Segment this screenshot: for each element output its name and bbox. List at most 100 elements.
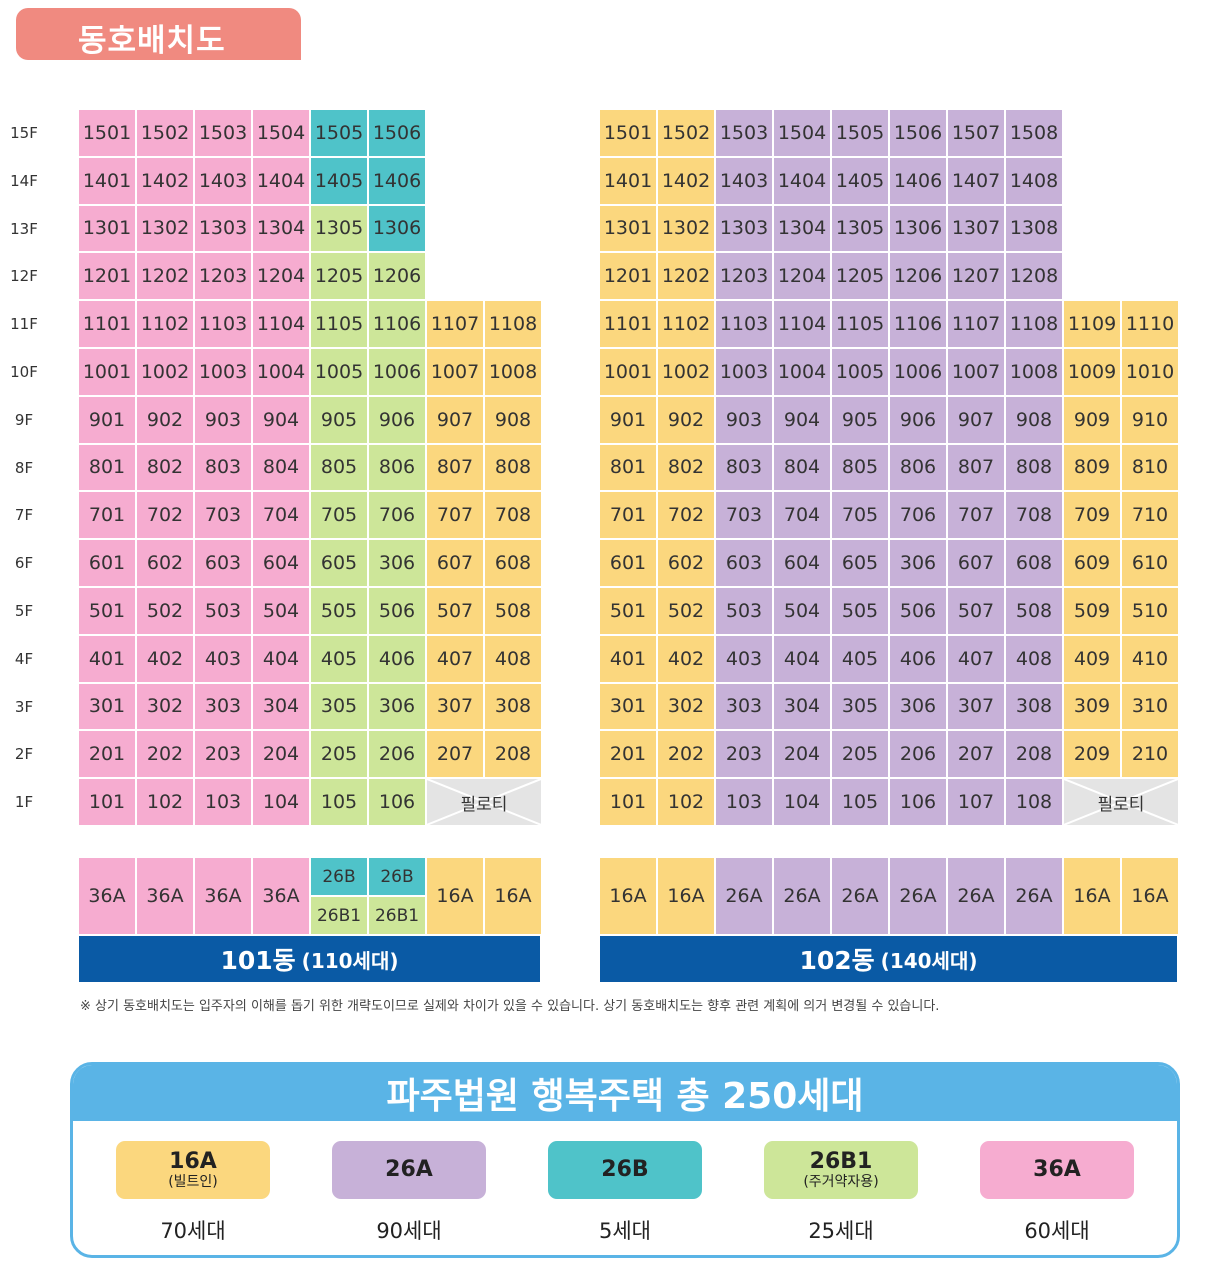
unit-cell: 708 [1006,492,1064,541]
unit-cell: 907 [948,396,1006,445]
unit-cell: 306 [890,683,948,732]
unit-cell: 703 [195,492,253,541]
footer-type-cell: 16A [1122,858,1180,936]
floor-label: 13F [10,219,38,238]
unit-cell: 1306 [369,205,427,254]
unit-cell: 501 [79,588,137,636]
legend-count: 25세대 [808,1219,874,1243]
unit-cell: 1007 [948,349,1006,397]
footer-type-cell: 26B1 [311,897,369,936]
unit-cell: 508 [485,588,543,636]
unit-cell: 802 [137,444,195,493]
unit-cell: 206 [890,731,948,780]
unit-cell: 608 [1006,540,1064,588]
unit-cell: 308 [1006,683,1064,732]
unit-cell: 304 [774,683,832,732]
unit-cell: 1502 [658,110,716,158]
unit-cell: 106 [890,779,948,827]
unit-cell: 801 [600,444,658,493]
unit-cell: 1204 [774,253,832,302]
unit-cell: 1206 [369,253,427,302]
unit-cell: 808 [485,444,543,493]
unit-cell: 1404 [253,157,311,206]
legend-count: 90세대 [376,1219,442,1243]
unit-cell: 404 [774,635,832,684]
unit-cell: 1307 [948,205,1006,254]
unit-cell: 1402 [658,157,716,206]
unit-cell: 1402 [137,157,195,206]
unit-cell: 301 [600,683,658,732]
unit-cell: 1102 [137,301,195,349]
unit-cell: 301 [79,683,137,732]
floor-label: 6F [14,554,34,573]
unit-cell: 704 [774,492,832,541]
footer-type-cell: 16A [658,858,716,936]
unit-cell: 204 [253,731,311,780]
unit-cell: 1205 [311,253,369,302]
unit-cell: 102 [658,779,716,827]
unit-cell: 1108 [485,301,543,349]
unit-cell: 705 [311,492,369,541]
unit-cell: 601 [79,540,137,588]
legend-subtitle: (빌트인) [168,1173,218,1190]
unit-cell: 308 [485,683,543,732]
unit-cell: 1206 [890,253,948,302]
unit-cell: 807 [948,444,1006,493]
unit-cell: 1204 [253,253,311,302]
legend-chip-26b1: 26B1 (주거약자용) [764,1141,918,1199]
unit-cell: 1101 [600,301,658,349]
unit-cell: 804 [774,444,832,493]
unit-cell: 708 [485,492,543,541]
legend-code: 26A [385,1157,433,1182]
unit-cell: 105 [832,779,890,827]
unit-cell: 205 [311,731,369,780]
unit-cell: 903 [716,396,774,445]
footer-type-cell: 26A [716,858,774,936]
unit-cell: 201 [600,731,658,780]
unit-cell: 401 [79,635,137,684]
unit-cell: 1407 [948,157,1006,206]
unit-cell: 207 [948,731,1006,780]
unit-cell: 1203 [195,253,253,302]
unit-cell: 1006 [369,349,427,397]
unit-cell: 306 [890,540,948,588]
unit-cell: 1405 [311,157,369,206]
unit-cell: 1505 [311,110,369,158]
unit-cell: 202 [137,731,195,780]
unit-cell: 709 [1064,492,1122,541]
unit-cell: 805 [832,444,890,493]
footer-type-cell: 26A [774,858,832,936]
footer-type-cell: 26A [832,858,890,936]
unit-cell: 905 [311,396,369,445]
summary-title: 파주법원 행복주택 총 250세대 [73,1065,1177,1121]
unit-cell: 407 [948,635,1006,684]
unit-cell: 304 [253,683,311,732]
unit-cell: 406 [369,635,427,684]
unit-cell: 504 [253,588,311,636]
piloti-label: 필로티 [460,794,508,815]
unit-cell: 210 [1122,731,1180,780]
unit-cell: 502 [137,588,195,636]
unit-cell: 408 [1006,635,1064,684]
unit-cell: 405 [832,635,890,684]
unit-cell: 1107 [427,301,485,349]
unit-cell: 1002 [658,349,716,397]
unit-cell: 1506 [369,110,427,158]
footer-type-cell: 26A [890,858,948,936]
piloti-cell: 필로티 [1064,779,1178,825]
unit-cell: 1106 [890,301,948,349]
unit-cell: 101 [79,779,137,827]
building-102-name: 102동 [799,946,875,975]
unit-cell: 706 [369,492,427,541]
unit-cell: 901 [600,396,658,445]
building-101-name: 101동 [220,946,296,975]
unit-cell: 902 [137,396,195,445]
unit-cell: 310 [1122,683,1180,732]
unit-cell: 906 [369,396,427,445]
unit-cell: 402 [658,635,716,684]
unit-cell: 604 [774,540,832,588]
unit-cell: 1102 [658,301,716,349]
building-102-bar: 102동 (140세대) [600,936,1177,982]
unit-cell: 1302 [658,205,716,254]
unit-cell: 807 [427,444,485,493]
